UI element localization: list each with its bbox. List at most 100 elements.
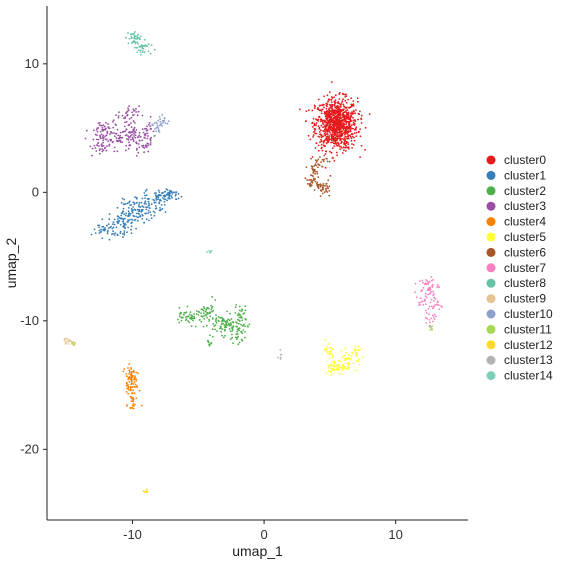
point-cluster1 (177, 197, 180, 200)
point-cluster3 (97, 142, 99, 145)
point-cluster5 (329, 371, 332, 374)
point-cluster6 (326, 157, 328, 160)
point-cluster1 (163, 195, 166, 198)
point-cluster0 (345, 117, 348, 120)
point-cluster0 (318, 131, 321, 133)
point-cluster0 (340, 104, 342, 106)
point-cluster1 (136, 201, 138, 204)
point-cluster2 (205, 308, 208, 311)
point-cluster2 (188, 313, 191, 316)
point-cluster1 (124, 203, 127, 205)
point-cluster2 (229, 338, 232, 340)
point-cluster4 (123, 368, 126, 370)
point-cluster4 (131, 371, 133, 374)
point-cluster10 (152, 124, 154, 127)
point-cluster0 (353, 119, 355, 122)
point-cluster4 (135, 378, 137, 380)
point-cluster2 (211, 328, 214, 331)
point-cluster5 (337, 367, 339, 370)
point-cluster1 (153, 201, 156, 204)
point-cluster2 (206, 307, 209, 309)
point-cluster2 (221, 320, 223, 323)
point-cluster1 (108, 218, 111, 221)
point-cluster4 (128, 363, 131, 365)
point-cluster3 (139, 135, 142, 138)
point-cluster0 (344, 127, 347, 129)
point-cluster2 (226, 319, 229, 322)
point-cluster2 (214, 299, 217, 301)
point-cluster5 (348, 363, 351, 365)
point-cluster0 (323, 132, 326, 135)
point-cluster3 (147, 135, 149, 137)
point-cluster3 (99, 134, 101, 137)
point-cluster1 (123, 234, 126, 236)
point-cluster1 (143, 192, 146, 194)
point-cluster10 (157, 119, 160, 122)
point-cluster0 (351, 135, 354, 138)
point-cluster6 (312, 168, 315, 171)
point-cluster0 (332, 113, 335, 115)
point-cluster0 (333, 96, 335, 98)
point-cluster1 (143, 221, 146, 224)
point-cluster3 (102, 134, 105, 137)
point-cluster1 (136, 216, 139, 219)
point-cluster10 (163, 119, 166, 122)
point-cluster5 (328, 357, 331, 360)
point-cluster4 (132, 389, 135, 392)
point-cluster1 (135, 212, 138, 215)
point-cluster6 (312, 179, 315, 181)
point-cluster3 (94, 147, 97, 149)
point-cluster10 (158, 115, 161, 118)
point-cluster0 (343, 137, 346, 140)
point-cluster0 (337, 128, 340, 131)
point-cluster1 (147, 204, 150, 207)
point-cluster1 (102, 228, 105, 231)
point-cluster0 (321, 121, 324, 124)
point-cluster2 (186, 305, 189, 308)
point-cluster0 (320, 124, 323, 127)
point-cluster3 (138, 134, 141, 137)
point-cluster7 (430, 276, 433, 278)
point-cluster14 (141, 49, 144, 52)
point-cluster0 (341, 152, 344, 154)
point-cluster2 (227, 323, 230, 325)
point-cluster1 (119, 232, 122, 235)
point-cluster7 (424, 292, 427, 295)
point-cluster6 (324, 185, 327, 187)
point-cluster2 (244, 318, 247, 320)
point-cluster0 (321, 108, 324, 111)
point-cluster0 (345, 113, 348, 116)
point-cluster1 (169, 192, 171, 195)
point-cluster2 (209, 312, 211, 315)
point-cluster0 (327, 129, 330, 131)
point-cluster0 (331, 103, 334, 106)
point-cluster7 (420, 297, 422, 299)
point-cluster5 (357, 360, 360, 363)
point-cluster0 (324, 131, 327, 134)
point-cluster5 (357, 345, 360, 348)
point-cluster0 (324, 128, 327, 131)
point-cluster0 (326, 130, 329, 133)
point-cluster2 (202, 325, 205, 328)
point-cluster0 (308, 109, 310, 112)
point-cluster2 (230, 324, 233, 326)
point-cluster1 (137, 212, 140, 215)
point-cluster2 (197, 314, 200, 316)
point-cluster3 (141, 144, 144, 147)
point-cluster8 (128, 37, 131, 40)
point-cluster0 (331, 141, 334, 144)
point-cluster0 (347, 114, 350, 117)
point-cluster0 (315, 142, 318, 145)
point-cluster0 (326, 94, 329, 97)
point-cluster1 (171, 196, 173, 199)
legend-label-cluster4: cluster4 (504, 215, 546, 229)
point-cluster8 (134, 41, 137, 43)
point-cluster5 (328, 347, 331, 349)
point-cluster6 (314, 163, 317, 166)
point-cluster5 (342, 365, 345, 367)
point-cluster6 (317, 186, 319, 189)
point-cluster1 (90, 233, 93, 236)
point-cluster2 (202, 306, 205, 308)
point-cluster1 (124, 214, 127, 217)
point-cluster1 (122, 236, 124, 239)
